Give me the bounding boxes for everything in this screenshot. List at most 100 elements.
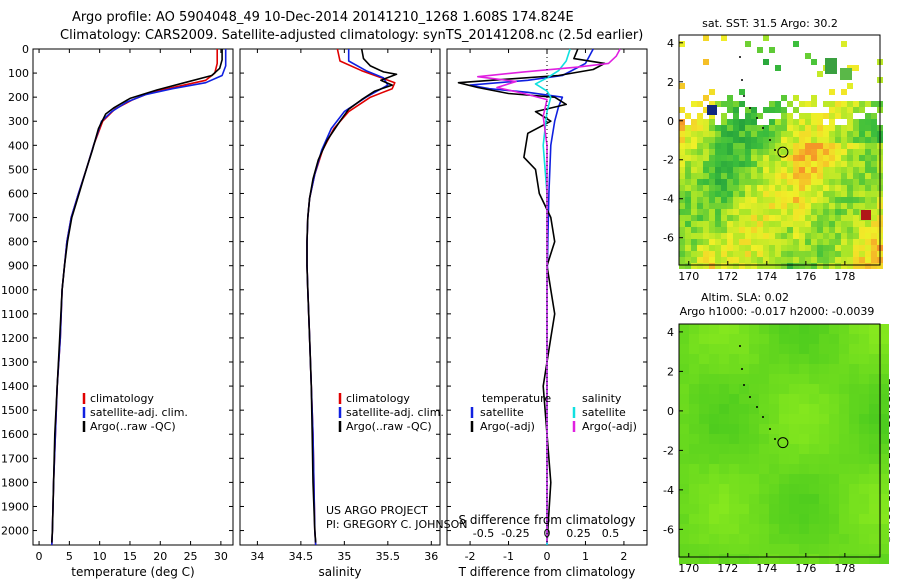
map-cell: [859, 434, 869, 444]
map-cell: [699, 404, 709, 414]
map-cell: [879, 534, 889, 544]
y-tick-label: 1000: [1, 284, 29, 297]
map-cell: [841, 215, 847, 221]
map-cell: [703, 155, 709, 161]
map-cell: [691, 101, 697, 107]
salinity-diff-tick-label: -0.25: [501, 527, 529, 540]
map-cell: [849, 484, 859, 494]
map-cell: [847, 203, 853, 209]
map-cell: [859, 239, 865, 245]
map-cell: [817, 185, 823, 191]
map-cell: [841, 221, 847, 227]
map-cell: [727, 107, 733, 113]
map-cell: [759, 444, 769, 454]
map-cell: [679, 263, 685, 269]
map-x-tick-label: 172: [717, 270, 738, 283]
map-cell: [763, 191, 769, 197]
map-cell: [865, 131, 871, 137]
map-cell: [849, 344, 859, 354]
map-cell: [841, 197, 847, 203]
map-cell: [759, 504, 769, 514]
map-cell: [751, 179, 757, 185]
map-cell: [809, 494, 819, 504]
map-cell: [719, 374, 729, 384]
map-cell: [781, 173, 787, 179]
map-cell: [775, 101, 781, 107]
map-cell: [749, 544, 759, 554]
map-cell: [819, 474, 829, 484]
map-cell: [769, 344, 779, 354]
map-cell: [849, 534, 859, 544]
project-annotation: US ARGO PROJECT: [326, 504, 428, 517]
y-tick-label: 1400: [1, 380, 29, 393]
map-cell: [727, 203, 733, 209]
map-cell: [769, 251, 775, 257]
map-cell: [871, 101, 877, 107]
map-cell: [709, 374, 719, 384]
map-cell: [829, 251, 835, 257]
map-cell: [751, 167, 757, 173]
map-cell: [823, 179, 829, 185]
map-cell: [689, 324, 699, 334]
map-cell: [789, 444, 799, 454]
map-cell: [871, 257, 877, 263]
map-cell: [715, 215, 721, 221]
map-cell: [811, 101, 817, 107]
map-cell: [781, 167, 787, 173]
map-cell: [829, 354, 839, 364]
map-cell: [841, 107, 847, 113]
map-cell: [879, 344, 889, 354]
y-tick-label: 600: [8, 187, 29, 200]
map-cell: [721, 179, 727, 185]
map-cell: [689, 534, 699, 544]
map-cell: [739, 233, 745, 239]
map-cell: [835, 137, 841, 143]
map-cell: [709, 324, 719, 334]
map-cell: [697, 125, 703, 131]
legend-group-title: temperature: [482, 392, 551, 405]
map-cell: [799, 125, 805, 131]
map-cell: [685, 173, 691, 179]
map-cell: [709, 524, 719, 534]
x-tick-label: 2: [620, 550, 627, 563]
map-cell: [751, 113, 757, 119]
map-cell: [799, 251, 805, 257]
map-cell: [685, 161, 691, 167]
map-cell: [829, 444, 839, 454]
map-cell: [745, 173, 751, 179]
map-cell: [691, 197, 697, 203]
map-cell: [871, 173, 877, 179]
legend-label: Argo(..raw -QC): [346, 420, 432, 433]
map-cell: [703, 125, 709, 131]
map-cell: [739, 374, 749, 384]
y-tick-label: 1300: [1, 356, 29, 369]
map-cell: [745, 167, 751, 173]
map-cell: [703, 167, 709, 173]
map-cell: [749, 504, 759, 514]
map-cell: [715, 263, 721, 269]
map-cell: [679, 239, 685, 245]
map-cell: [817, 221, 823, 227]
map-cell: [787, 155, 793, 161]
map-cell: [689, 514, 699, 524]
map-cell: [749, 514, 759, 524]
map-cell: [799, 209, 805, 215]
x-tick-label: 35: [337, 550, 351, 563]
map-cell: [849, 384, 859, 394]
float-track-dot: [743, 384, 745, 386]
map-cell: [727, 155, 733, 161]
map-cell: [779, 544, 789, 554]
map-cell: [879, 354, 889, 364]
map-cell: [805, 101, 811, 107]
map-cell: [729, 444, 739, 454]
map-cell: [805, 227, 811, 233]
difference-top-x-label: S difference from climatology: [459, 513, 636, 527]
map-cell: [679, 179, 685, 185]
map-cell: [829, 554, 839, 564]
difference-x-axis-label: T difference from climatology: [458, 565, 636, 579]
map-cell: [729, 354, 739, 364]
map-cell: [789, 424, 799, 434]
map-cell: [739, 119, 745, 125]
map-cell: [817, 179, 823, 185]
map-cell: [871, 233, 877, 239]
